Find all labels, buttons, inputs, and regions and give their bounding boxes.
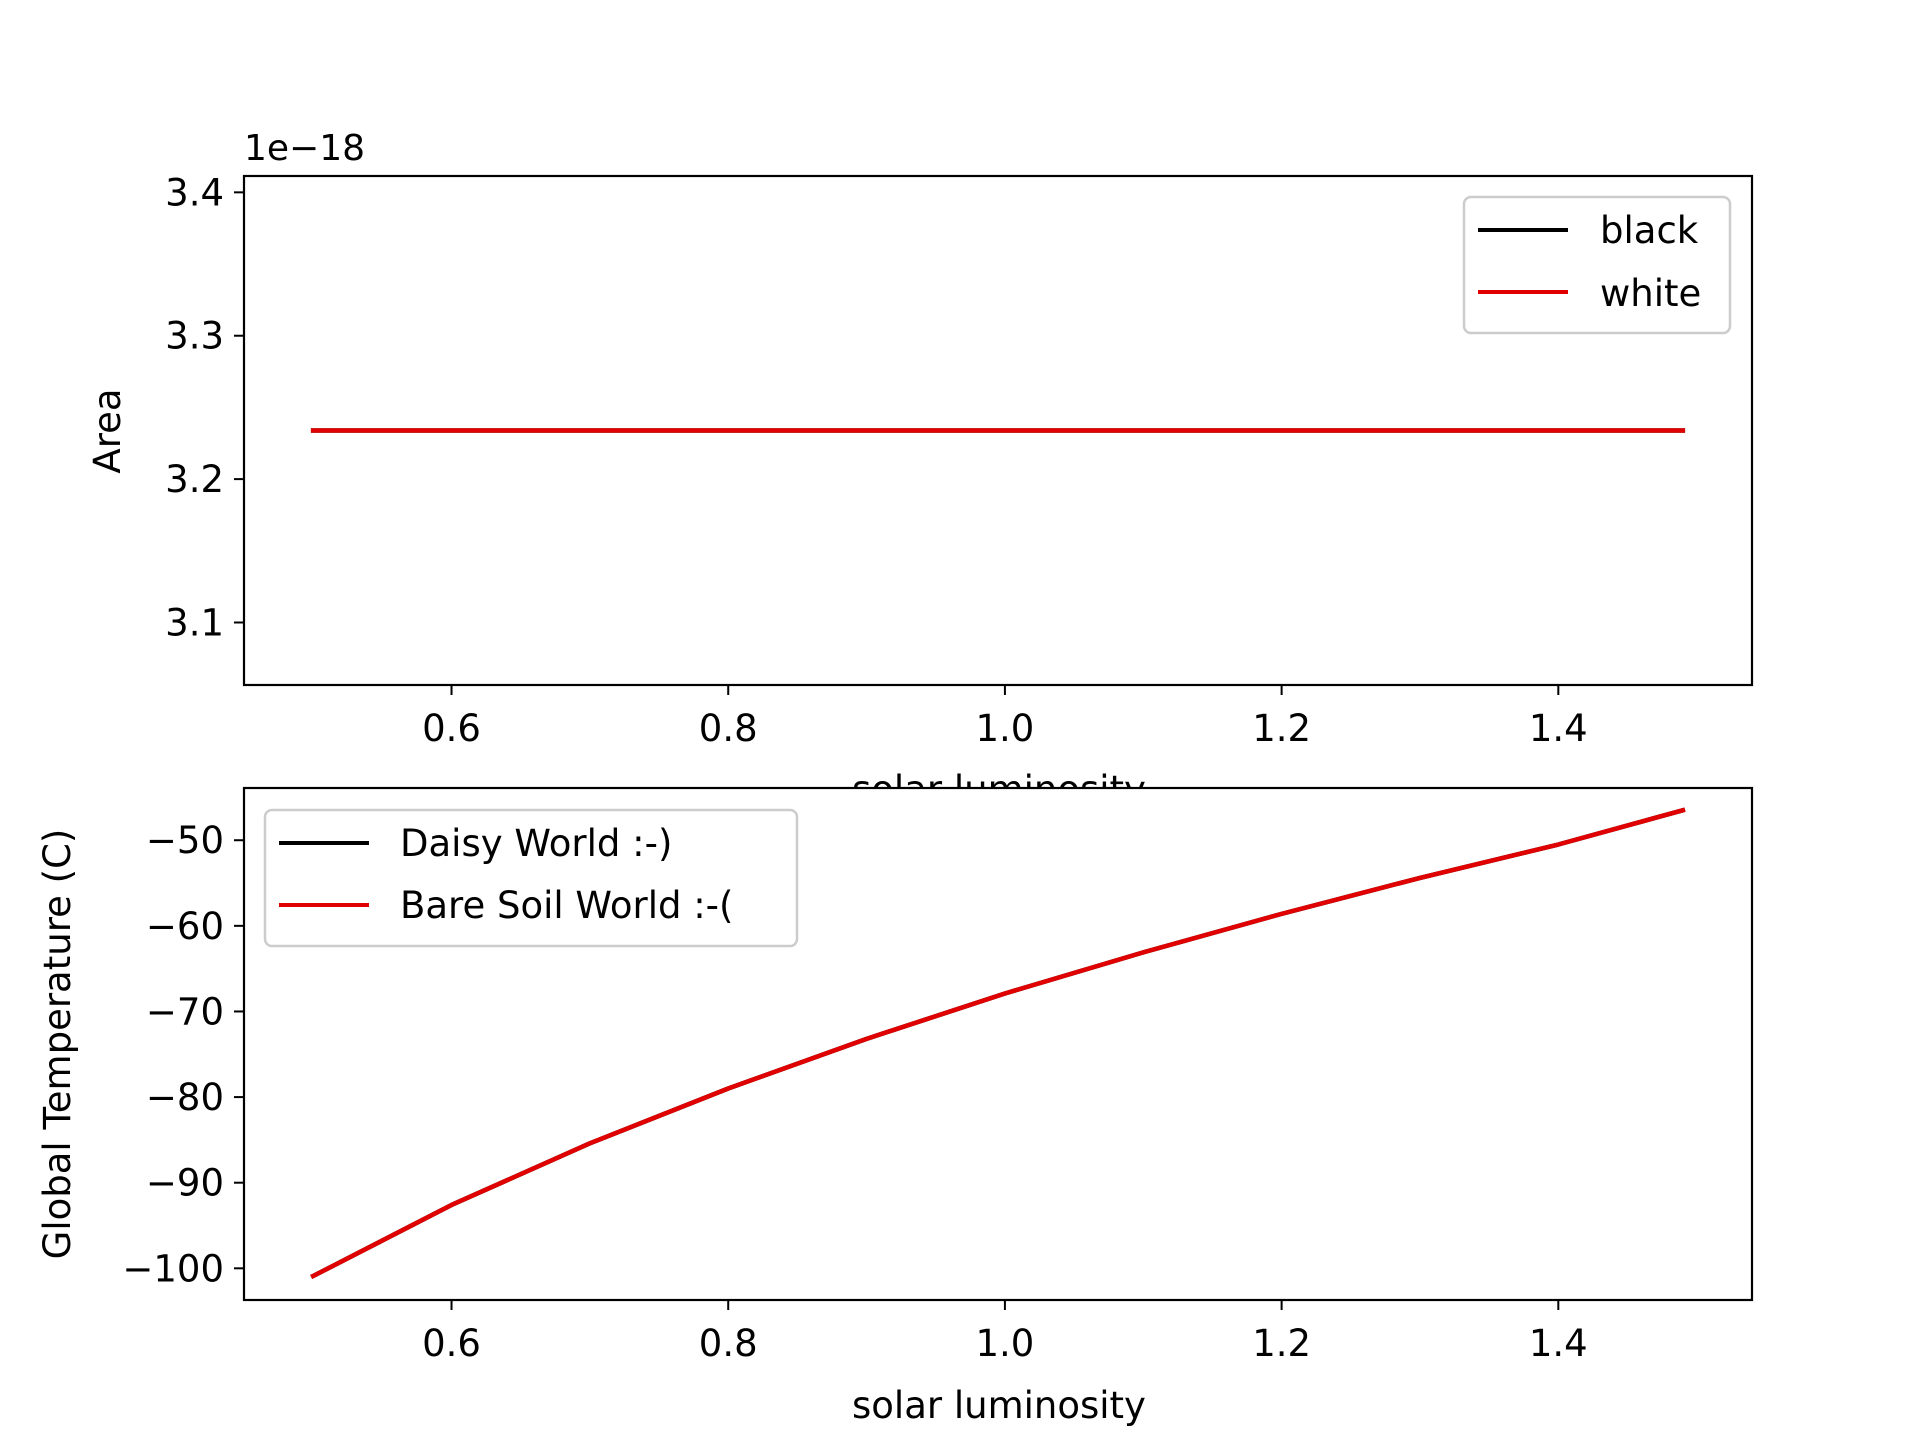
temperature-axes: 0.6 0.8 1.0 1.2 1.4 −100 −90 −80 −70 −60 −50 sola… — [36, 786, 1754, 1427]
temperature-x-tick-label: 1.4 — [1529, 1322, 1588, 1365]
temperature-y-tick-label: −50 — [146, 819, 224, 862]
area-y-axis-label: Area — [86, 388, 129, 473]
temperature-y-tick-label: −100 — [122, 1247, 224, 1290]
area-axes: 0.60.81.01.21.4 3.13.23.33.4 1e−18 solar… — [86, 128, 1754, 811]
area-x-tick-label: 1.4 — [1529, 707, 1588, 750]
area-y-tick-label: 3.4 — [165, 171, 224, 214]
area-x-tick-label: 1.2 — [1252, 707, 1311, 750]
temperature-x-tick-label: 1.2 — [1252, 1322, 1311, 1365]
temperature-series-lines — [310, 807, 1686, 1280]
temperature-x-tick-label: 0.8 — [699, 1322, 758, 1365]
temperature-y-tick-label: −70 — [146, 990, 224, 1033]
area-y-offset-text: 1e−18 — [244, 128, 365, 169]
area-y-tick-label: 3.3 — [165, 315, 224, 358]
legend-label-daisy-world: Daisy World :-) — [400, 822, 672, 865]
temperature-axes-frame — [242, 786, 1754, 1302]
area-x-ticks: 0.6 0.8 1.0 1.2 1.4 — [422, 685, 1588, 750]
legend-label-black: black — [1600, 209, 1699, 252]
series-line-bare-soil-world — [310, 807, 1686, 1280]
temperature-legend-box — [263, 808, 799, 948]
area-y-ticks: 3.1 3.2 3.3 3.4 — [165, 171, 244, 644]
area-x-tick-label: 0.8 — [699, 707, 758, 750]
temperature-y-ticks: −100 −90 −80 −70 −60 −50 — [122, 819, 244, 1290]
area-y-tick-label: 3.2 — [165, 458, 224, 501]
temperature-y-tick-label: −80 — [146, 1076, 224, 1119]
temperature-x-tick-label: 0.6 — [422, 1322, 481, 1365]
temperature-y-axis-label: Global Temperature (C) — [36, 829, 79, 1260]
temperature-x-axis-label: solar luminosity — [852, 1384, 1146, 1427]
temperature-legend: Daisy World :-) Bare Soil World :-( — [263, 808, 799, 948]
temperature-y-tick-label: −90 — [146, 1162, 224, 1205]
area-x-tick-label: 1.0 — [975, 707, 1034, 750]
temperature-x-ticks: 0.6 0.8 1.0 1.2 1.4 — [422, 1300, 1588, 1365]
legend-label-bare-soil-world: Bare Soil World :-( — [400, 884, 733, 927]
temperature-y-tick-label: −60 — [146, 905, 224, 948]
area-axes-frame — [242, 174, 1754, 687]
area-legend: black white — [1462, 195, 1732, 335]
legend-label-white: white — [1600, 272, 1701, 315]
area-y-tick-label: 3.1 — [165, 601, 224, 644]
area-x-tick-label: 0.6 — [422, 707, 481, 750]
temperature-x-tick-label: 1.0 — [975, 1322, 1034, 1365]
